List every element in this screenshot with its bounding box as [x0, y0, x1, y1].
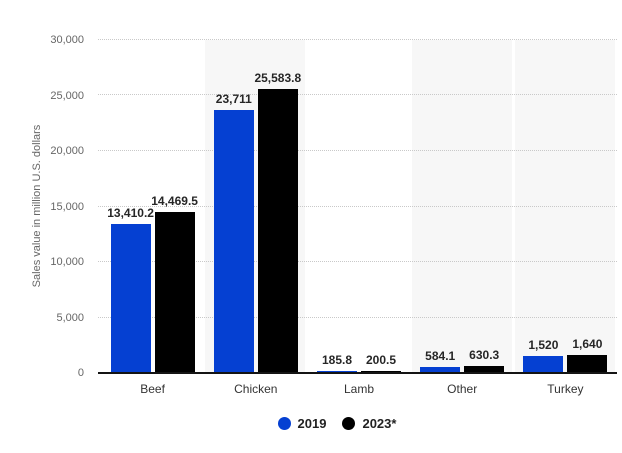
value-label-lamb-2023*: 200.5	[365, 353, 397, 367]
bar-beef-2019[interactable]	[110, 224, 151, 373]
value-label-turkey-2023*: 1,640	[572, 337, 603, 351]
x-axis-label-turkey: Turkey	[547, 382, 584, 396]
value-label-chicken-2023*: 25,583.8	[254, 71, 302, 85]
bar-turkey-2019[interactable]	[523, 356, 564, 373]
x-axis-line	[98, 372, 617, 374]
legend-item-label: 2023*	[362, 416, 397, 431]
x-axis-label-chicken: Chicken	[234, 382, 278, 396]
bar-other-2023*[interactable]	[464, 366, 505, 373]
bar-turkey-2023*[interactable]	[567, 355, 608, 373]
value-label-other-2019: 584.1	[425, 349, 456, 363]
x-axis-label-lamb: Lamb	[343, 382, 375, 396]
y-tick-label: 5,000	[56, 311, 84, 324]
y-tick-label: 10,000	[50, 256, 84, 268]
bar-chicken-2023*[interactable]	[257, 89, 298, 373]
legend-item-2023*[interactable]: 2023*	[342, 416, 396, 431]
x-axis-label-other: Other	[447, 382, 478, 396]
legend-item-label: 2019	[297, 416, 327, 431]
bar-beef-2023*[interactable]	[154, 212, 195, 373]
y-tick-label: 25,000	[50, 89, 84, 102]
value-label-lamb-2019: 185.8	[321, 353, 353, 367]
value-label-other-2023*: 630.3	[469, 348, 500, 362]
gridline-25000	[98, 94, 617, 95]
plot-area: 13,410.2 14,469.5 23,711 25,583.8 185.8 200.5…	[98, 39, 617, 373]
legend-item-2019[interactable]: 2019	[277, 416, 327, 431]
legend-dot-icon	[277, 417, 291, 430]
bar-chicken-2019[interactable]	[213, 110, 254, 373]
gridline-15000	[98, 206, 617, 207]
y-tick-label: 0	[77, 367, 84, 379]
gridline-30000	[98, 39, 617, 40]
legend-dot-icon	[342, 417, 356, 430]
x-axis-label-beef: Beef	[140, 382, 165, 396]
y-tick-label: 20,000	[50, 145, 84, 157]
value-label-beef-2019: 13,410.2	[107, 206, 154, 220]
value-label-beef-2023*: 14,469.5	[151, 194, 198, 208]
value-label-turkey-2019: 1,520	[528, 338, 559, 352]
gridline-20000	[98, 150, 617, 151]
legend-row: 2019 2023*	[277, 416, 396, 431]
value-label-chicken-2019: 23,711	[215, 92, 252, 106]
gridline-5000	[98, 317, 617, 318]
y-tick-label: 15,000	[50, 200, 84, 213]
y-tick-label: 30,000	[50, 34, 84, 46]
gridline-10000	[98, 261, 617, 262]
legend: 2019 2023*	[0, 416, 622, 431]
bar-other-2019[interactable]	[420, 367, 461, 373]
